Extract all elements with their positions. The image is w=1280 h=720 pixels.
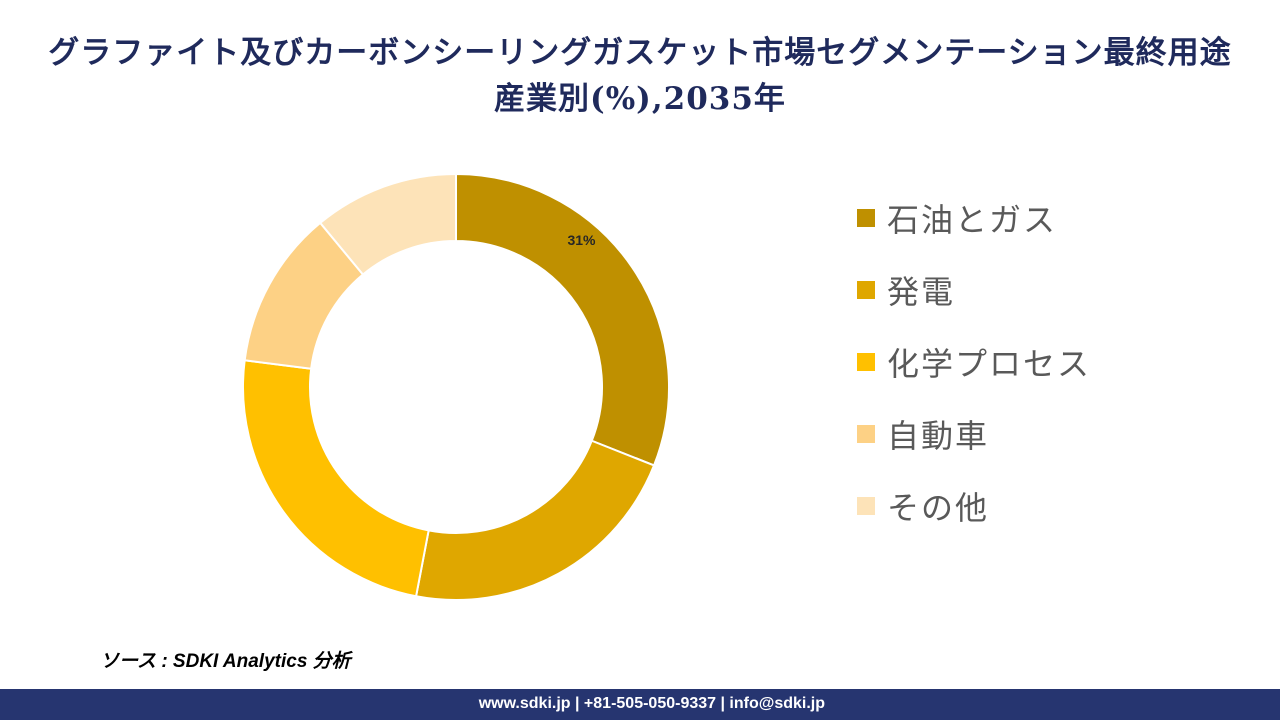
legend-label: 化学プロセス — [887, 345, 1092, 383]
source-note: ソース : SDKI Analytics 分析 — [100, 651, 351, 672]
legend-swatch — [857, 497, 875, 515]
donut-slice-5 — [318, 172, 457, 276]
donut-slice-2 — [414, 439, 656, 601]
legend-swatch — [857, 209, 875, 227]
legend-item: その他 — [857, 458, 1091, 554]
legend-item: 自動車 — [857, 386, 1091, 482]
donut-slice-1 — [455, 172, 670, 467]
legend-item: 石油とガス — [857, 170, 1091, 266]
legend-label: 自動車 — [887, 417, 990, 455]
donut-slice-3 — [242, 359, 430, 598]
footer-bar: www.sdki.jp | +81-505-050-9337 | info@sd… — [0, 689, 1280, 720]
legend-item: 化学プロセス — [857, 314, 1091, 410]
legend-swatch — [857, 281, 875, 299]
legend-label: 発電 — [887, 273, 956, 311]
chart-title: グラファイト及びカーボンシーリングガスケット市場セグメンテーション最終用途産業別… — [48, 35, 1232, 117]
legend-swatch — [857, 425, 875, 443]
legend-label: 石油とガス — [887, 201, 1058, 239]
legend-label: その他 — [887, 489, 990, 527]
footer-contact: www.sdki.jp | +81-505-050-9337 | info@sd… — [478, 695, 825, 712]
legend-swatch — [857, 353, 875, 371]
legend: 石油とガス 発電 化学プロセス 自動車 その他 — [857, 170, 1091, 554]
data-label: 31% — [567, 232, 596, 248]
legend-item: 発電 — [857, 242, 1091, 338]
